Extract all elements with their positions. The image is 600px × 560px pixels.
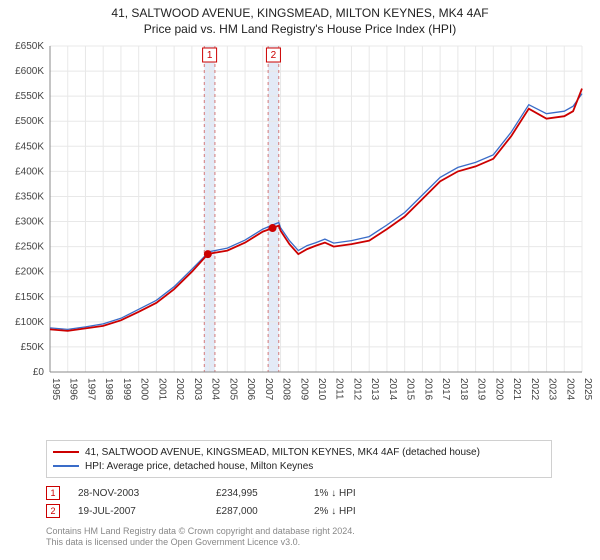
svg-text:2014: 2014 [387,378,398,401]
svg-text:2004: 2004 [210,378,221,401]
svg-text:£650K: £650K [15,41,44,52]
svg-text:2008: 2008 [281,378,292,401]
svg-text:2002: 2002 [174,378,185,401]
svg-text:2013: 2013 [369,378,380,401]
svg-text:2015: 2015 [405,378,416,401]
transaction-row: 2 19-JUL-2007 £287,000 2% ↓ HPI [46,502,566,520]
transaction-price: £287,000 [216,506,296,517]
chart-title-address: 41, SALTWOOD AVENUE, KINGSMEAD, MILTON K… [0,0,600,20]
svg-text:2007: 2007 [263,378,274,401]
chart-footer: Contains HM Land Registry data © Crown c… [46,526,355,549]
svg-text:2024: 2024 [564,378,575,401]
svg-text:£200K: £200K [15,267,44,278]
svg-text:£350K: £350K [15,191,44,202]
legend-item-property: 41, SALTWOOD AVENUE, KINGSMEAD, MILTON K… [53,445,545,459]
svg-text:2022: 2022 [529,378,540,401]
svg-text:2003: 2003 [192,378,203,401]
svg-text:£0: £0 [33,367,45,378]
svg-text:2: 2 [271,50,277,61]
footer-line1: Contains HM Land Registry data © Crown c… [46,526,355,537]
svg-text:1995: 1995 [50,378,61,401]
svg-text:2005: 2005 [227,378,238,401]
svg-text:£550K: £550K [15,91,44,102]
svg-text:£50K: £50K [21,342,45,353]
svg-text:£300K: £300K [15,217,44,228]
svg-text:1: 1 [207,50,213,61]
transaction-row: 1 28-NOV-2003 £234,995 1% ↓ HPI [46,484,566,502]
price-chart: £0£50K£100K£150K£200K£250K£300K£350K£400… [46,42,586,412]
svg-text:2023: 2023 [547,378,558,401]
svg-text:£150K: £150K [15,292,44,303]
legend-label-property: 41, SALTWOOD AVENUE, KINGSMEAD, MILTON K… [85,447,480,458]
svg-text:£500K: £500K [15,116,44,127]
svg-text:£450K: £450K [15,141,44,152]
svg-text:2009: 2009 [298,378,309,401]
svg-text:2000: 2000 [139,378,150,401]
svg-text:2019: 2019 [476,378,487,401]
svg-text:£250K: £250K [15,242,44,253]
legend-swatch-blue [53,465,79,467]
svg-text:£100K: £100K [15,317,44,328]
chart-legend: 41, SALTWOOD AVENUE, KINGSMEAD, MILTON K… [46,440,552,478]
legend-label-hpi: HPI: Average price, detached house, Milt… [85,461,313,472]
svg-text:2016: 2016 [422,378,433,401]
svg-text:2017: 2017 [440,378,451,401]
svg-text:2021: 2021 [511,378,522,401]
transaction-diff: 2% ↓ HPI [314,506,414,517]
transaction-marker-1: 1 [46,486,60,500]
transactions-table: 1 28-NOV-2003 £234,995 1% ↓ HPI 2 19-JUL… [46,484,566,520]
svg-text:2006: 2006 [245,378,256,401]
svg-text:2012: 2012 [351,378,362,401]
svg-text:2020: 2020 [493,378,504,401]
transaction-diff: 1% ↓ HPI [314,488,414,499]
svg-text:2018: 2018 [458,378,469,401]
svg-text:1998: 1998 [103,378,114,401]
svg-text:1997: 1997 [85,378,96,401]
svg-text:2010: 2010 [316,378,327,401]
svg-text:£600K: £600K [15,66,44,77]
svg-text:£400K: £400K [15,166,44,177]
transaction-marker-2: 2 [46,504,60,518]
svg-text:2011: 2011 [334,378,345,400]
transaction-date: 28-NOV-2003 [78,488,198,499]
svg-text:1999: 1999 [121,378,132,401]
svg-text:2025: 2025 [582,378,593,401]
transaction-date: 19-JUL-2007 [78,506,198,517]
chart-title-subtitle: Price paid vs. HM Land Registry's House … [0,20,600,36]
legend-swatch-red [53,451,79,453]
svg-text:1996: 1996 [68,378,79,401]
svg-text:2001: 2001 [156,378,167,401]
legend-item-hpi: HPI: Average price, detached house, Milt… [53,459,545,473]
footer-line2: This data is licensed under the Open Gov… [46,537,355,548]
transaction-price: £234,995 [216,488,296,499]
